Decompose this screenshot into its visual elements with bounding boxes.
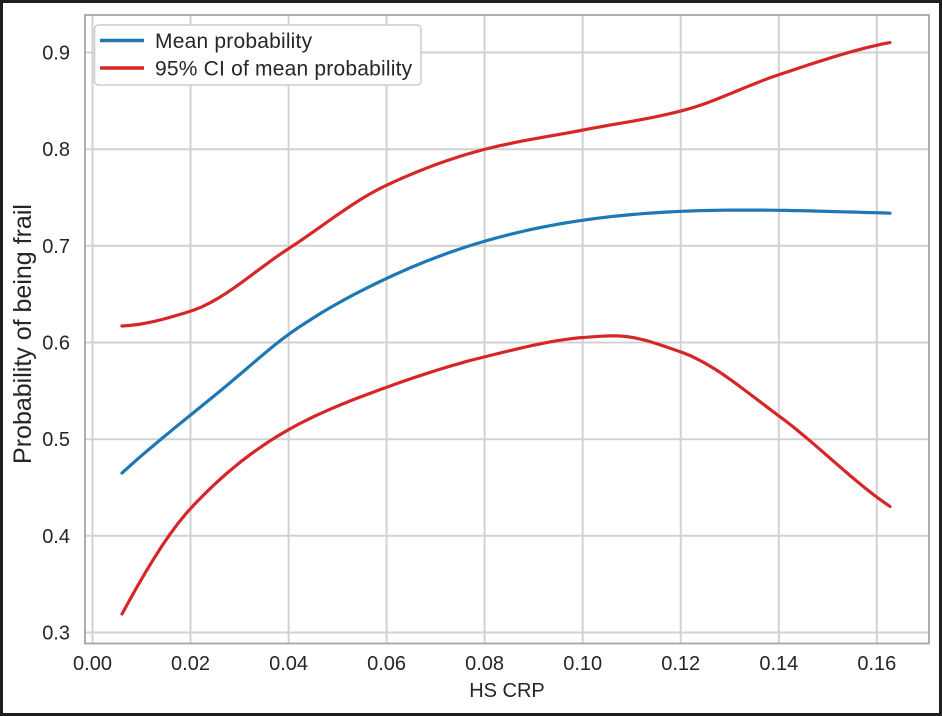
svg-text:0.02: 0.02: [171, 653, 210, 675]
svg-text:0.6: 0.6: [42, 333, 70, 355]
svg-text:0.08: 0.08: [465, 653, 504, 675]
svg-text:Probability of being frail: Probability of being frail: [9, 204, 37, 464]
svg-text:0.14: 0.14: [759, 653, 798, 675]
svg-text:0.5: 0.5: [42, 429, 70, 451]
svg-text:0.12: 0.12: [661, 653, 700, 675]
svg-text:0.9: 0.9: [42, 43, 70, 65]
svg-text:0.06: 0.06: [367, 653, 406, 675]
svg-text:Mean probability: Mean probability: [155, 30, 313, 53]
svg-text:0.10: 0.10: [563, 653, 602, 675]
svg-text:0.4: 0.4: [42, 526, 70, 548]
svg-text:0.3: 0.3: [42, 623, 70, 645]
svg-text:95% CI of mean probability: 95% CI of mean probability: [155, 57, 413, 80]
svg-text:0.04: 0.04: [269, 653, 308, 675]
svg-text:HS CRP: HS CRP: [469, 680, 545, 702]
svg-text:0.16: 0.16: [857, 653, 896, 675]
svg-text:0.00: 0.00: [73, 653, 112, 675]
svg-text:0.8: 0.8: [42, 139, 70, 161]
svg-text:0.7: 0.7: [42, 236, 70, 258]
